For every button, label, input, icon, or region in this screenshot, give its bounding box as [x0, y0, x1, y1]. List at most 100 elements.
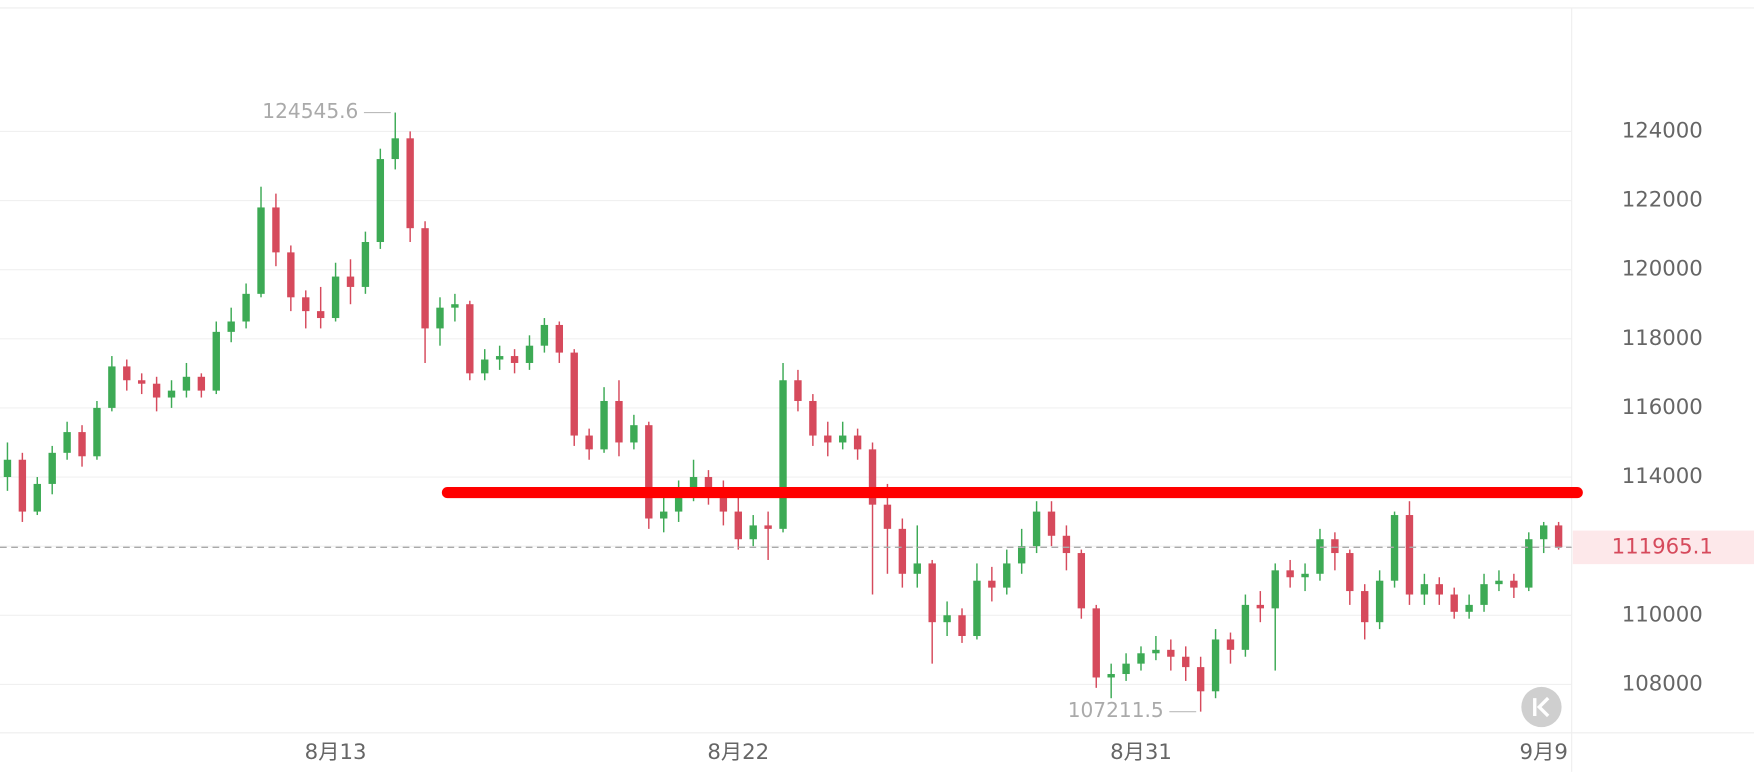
candle-body — [1420, 584, 1429, 595]
candle-body — [1122, 663, 1130, 675]
candle-body — [928, 563, 936, 623]
candle-body — [331, 276, 340, 319]
candle-body — [376, 159, 385, 243]
candle-body — [391, 138, 399, 160]
candle-body — [570, 352, 578, 436]
reset-button[interactable] — [1521, 686, 1562, 728]
candle-body — [1152, 649, 1160, 654]
x-tick-label: 8月13 — [305, 740, 367, 765]
candle-body — [436, 307, 444, 329]
candle-body — [78, 432, 86, 457]
candle-body — [1107, 674, 1115, 678]
candle-body — [302, 297, 310, 312]
candle-body — [943, 615, 951, 623]
candle-body — [510, 356, 519, 363]
candle-body — [734, 511, 742, 540]
candle-body — [1450, 594, 1458, 612]
candle-body — [1301, 573, 1309, 578]
x-tick-label: 8月22 — [707, 740, 769, 765]
candle-body — [525, 345, 534, 363]
candle-body — [197, 376, 206, 391]
candle-body — [1510, 580, 1518, 588]
candle-body — [1435, 584, 1443, 595]
candle-body — [853, 435, 862, 450]
candle-body — [824, 435, 832, 443]
candle-body — [1375, 580, 1384, 623]
candle-body — [93, 407, 101, 457]
candle-body — [645, 425, 653, 519]
candle-body — [1390, 515, 1399, 581]
candles — [3, 112, 1563, 712]
candle-body — [600, 400, 608, 450]
candle-body — [1525, 539, 1533, 588]
candle-body — [1495, 580, 1503, 585]
candle-body — [674, 494, 683, 512]
candle-body — [152, 383, 161, 398]
candle-body — [316, 311, 325, 319]
candle-body — [704, 477, 713, 488]
candle-body — [1331, 539, 1339, 554]
candle-body — [585, 435, 593, 450]
candle-body — [958, 615, 966, 637]
candle-body — [1480, 584, 1488, 605]
candle-body — [18, 459, 27, 512]
candle-body — [1167, 649, 1175, 657]
candle-body — [1540, 525, 1548, 540]
candle-body — [272, 207, 280, 253]
candle-body — [1062, 535, 1071, 554]
candle-body — [3, 459, 12, 478]
y-tick-label: 110000 — [1622, 602, 1703, 627]
last-price-label: 111965.1 — [1612, 534, 1713, 559]
candle-body — [689, 477, 698, 495]
candle-body — [182, 376, 191, 391]
candle-body — [421, 228, 429, 329]
candle-body — [988, 580, 996, 588]
candle-body — [138, 380, 146, 384]
x-tick-label: 9月9 — [1520, 740, 1568, 765]
candle-body — [540, 324, 549, 346]
y-tick-label: 118000 — [1622, 326, 1703, 351]
candle-body — [1286, 570, 1294, 578]
min-label: 107211.5 — [1068, 698, 1164, 722]
candle-body — [63, 432, 71, 453]
candle-body — [1256, 604, 1265, 609]
candle-body — [242, 293, 250, 322]
candle-body — [1092, 608, 1100, 678]
y-tick-label: 116000 — [1622, 395, 1703, 420]
candle-body — [1003, 563, 1011, 588]
max-label: 124545.6 — [262, 99, 358, 123]
candle-body — [1017, 546, 1026, 564]
candle-body — [898, 528, 907, 574]
x-tick-label: 8月31 — [1110, 740, 1172, 765]
candle-body — [1346, 553, 1354, 592]
candle-body — [1554, 525, 1563, 548]
y-tick-label: 124000 — [1622, 118, 1703, 143]
candle-body — [630, 425, 638, 443]
candle-body — [660, 511, 668, 519]
candle-body — [794, 380, 802, 401]
reset-button-icon[interactable] — [1533, 696, 1550, 718]
candle-body — [1316, 539, 1324, 574]
y-tick-label: 122000 — [1622, 188, 1703, 213]
candle-body — [481, 359, 489, 374]
candle-body — [257, 207, 265, 294]
candle-body — [749, 525, 757, 540]
candle-body — [167, 390, 176, 398]
candle-body — [1271, 570, 1279, 609]
candle-body — [212, 331, 220, 391]
last-price-badge — [1572, 530, 1754, 565]
y-tick-label: 108000 — [1622, 671, 1703, 696]
candle-body — [287, 252, 295, 298]
candle-body — [1032, 511, 1041, 547]
candle-body — [1226, 639, 1235, 650]
candle-body — [406, 138, 414, 229]
candle-body — [227, 321, 235, 332]
candle-body — [913, 563, 921, 574]
candle-body — [1211, 639, 1220, 692]
candle-body — [973, 580, 981, 637]
candle-body — [1465, 604, 1473, 612]
y-tick-label: 114000 — [1622, 464, 1703, 489]
candle-body — [48, 452, 56, 484]
